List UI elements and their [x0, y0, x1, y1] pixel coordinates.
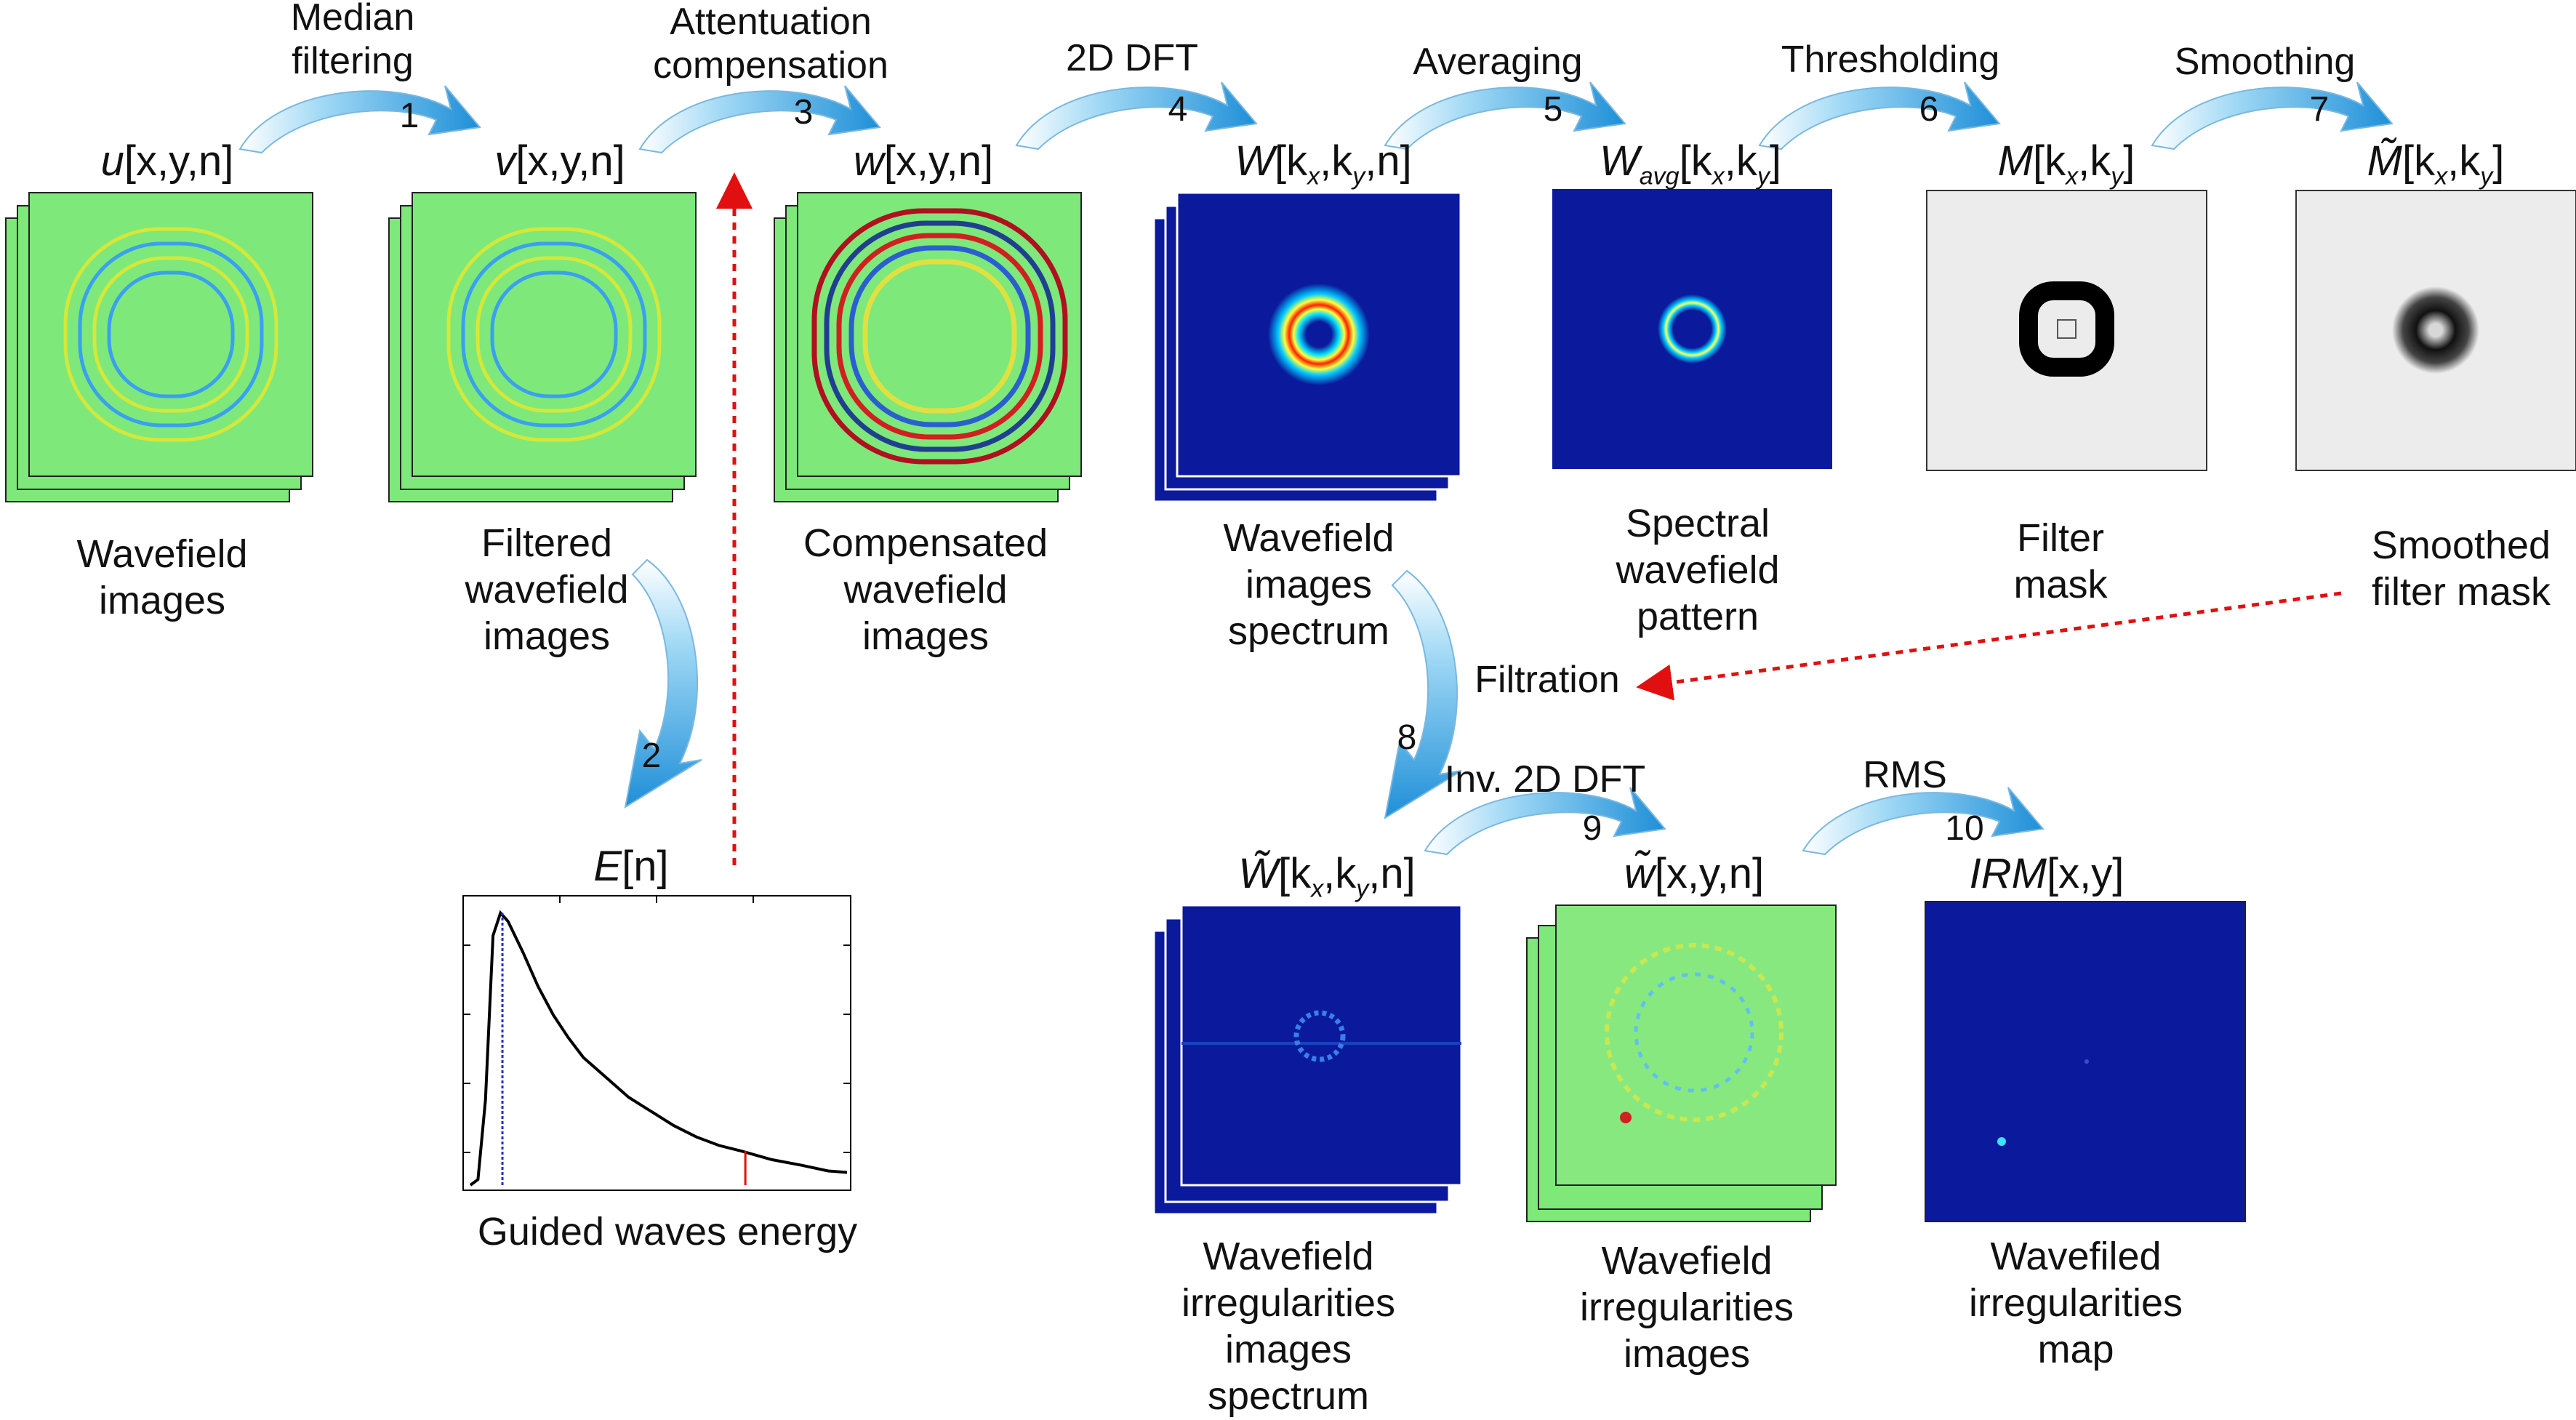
step-10-label: RMS	[1863, 754, 1947, 796]
energy-plot-frame	[462, 895, 851, 1191]
var-W-tilde: W̃[kx,ky,n]	[1238, 850, 1416, 903]
step-3-arrow	[638, 85, 881, 154]
energy-curve	[469, 910, 848, 1187]
caption-wavefield-images: Wavefield images	[76, 532, 248, 622]
step-2-arrow	[624, 558, 702, 809]
caption-wavefield-images-spectrum: Wavefield images spectrum	[1223, 516, 1395, 653]
filter-mask-image	[1926, 190, 2207, 471]
step-1-arrow	[238, 85, 481, 154]
guided-waves-energy-plot	[462, 895, 851, 1191]
step-7-number: 7	[2309, 90, 2330, 129]
var-u: u[x,y,n]	[100, 137, 234, 185]
step-2-number: 2	[641, 737, 662, 775]
step-10-number: 10	[1945, 809, 1984, 848]
caption-filtered-wavefield-images: Filtered wavefield images	[465, 521, 629, 658]
step-8-number: 8	[1397, 718, 1417, 757]
step-5-label: Averaging	[1413, 41, 1583, 83]
irregularities-images-stack	[1526, 904, 1837, 1222]
step-1-label: Median filtering	[290, 0, 415, 82]
step-9-number: 9	[1582, 809, 1602, 848]
var-W-spectrum: W[kx,ky,n]	[1235, 137, 1412, 190]
step-9-arrow	[1424, 787, 1666, 856]
step-10-arrow	[1802, 787, 2045, 856]
filtered-wavefield-images-stack	[388, 192, 697, 502]
step-3-label: Attentuation compensation	[653, 1, 888, 87]
energy-plot-ticks	[463, 896, 851, 1153]
caption-smoothed-filter-mask: Smoothed filter mask	[2371, 524, 2551, 614]
var-E: E[n]	[593, 843, 669, 890]
var-w: w[x,y,n]	[853, 137, 994, 185]
caption-irregularities-images: Wavefield irregularities images	[1579, 1239, 1794, 1376]
wavefield-images-stack	[5, 192, 313, 502]
compensated-wavefield-images-stack	[774, 192, 1082, 502]
step-7-label: Smoothing	[2174, 41, 2356, 83]
var-M-smoothed: M̃[kx,ky]	[2367, 137, 2505, 190]
var-W-avg: Wavg[kx,ky]	[1600, 137, 1781, 190]
step-8-arrow	[1384, 569, 1462, 820]
step-3-number: 3	[793, 93, 814, 132]
step-5-number: 5	[1543, 90, 1563, 129]
var-w-tilde: w̃[x,y,n]	[1624, 850, 1765, 897]
step-5-arrow	[1384, 81, 1626, 151]
irregularities-map-image	[1925, 901, 2246, 1222]
step-4-arrow	[1015, 81, 1258, 151]
step-6-label: Thresholding	[1781, 39, 2000, 81]
step-4-label: 2D DFT	[1066, 37, 1198, 79]
step-7-arrow	[2151, 81, 2394, 151]
irregularities-spectrum-stack	[1152, 904, 1463, 1216]
step-4-number: 4	[1168, 90, 1188, 129]
smoothed-filter-mask-image	[2295, 190, 2576, 471]
var-IRM: IRM[x,y]	[1969, 850, 2124, 897]
caption-filter-mask: Filter mask	[2013, 516, 2108, 606]
step-9-label: Inv. 2D DFT	[1444, 758, 1646, 801]
var-v: v[x,y,n]	[494, 137, 625, 185]
spectral-wavefield-pattern-image	[1552, 189, 1832, 469]
var-M: M[kx,ky]	[1997, 137, 2135, 190]
caption-irregularities-spectrum: Wavefield irregularities images spectrum	[1181, 1235, 1396, 1418]
filtration-label: Filtration	[1474, 659, 1620, 701]
step-6-arrow	[1758, 81, 2001, 151]
wavefield-spectrum-stack	[1152, 191, 1462, 503]
caption-guided-waves-energy: Guided waves energy	[477, 1210, 858, 1253]
caption-spectral-wavefield-pattern: Spectral wavefield pattern	[1616, 502, 1780, 638]
step-1-number: 1	[399, 97, 420, 135]
step-6-number: 6	[1919, 90, 1939, 129]
caption-compensated-wavefield-images: Compensated wavefield images	[803, 521, 1048, 658]
caption-irregularities-map: Wavefiled irregularities map	[1968, 1235, 2183, 1371]
mask-to-filtration-arrow	[1636, 591, 2342, 701]
